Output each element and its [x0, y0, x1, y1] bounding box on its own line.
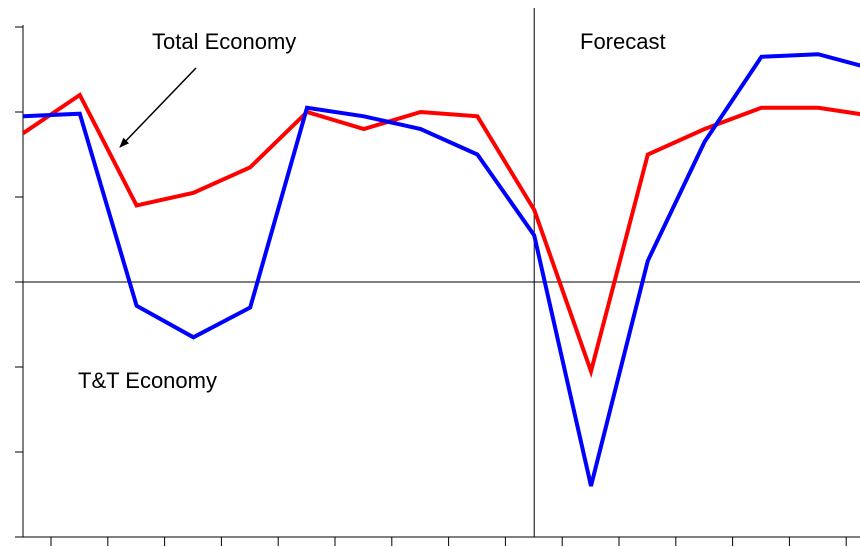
series-line-t-t-economy	[22, 52, 860, 487]
total-economy-label: Total Economy	[152, 29, 296, 54]
tt-economy-label: T&T Economy	[78, 368, 217, 393]
total-economy-arrow	[119, 67, 197, 148]
annotations: Total Economy Forecast T&T Economy	[78, 29, 666, 393]
series-line-total-economy	[21, 92, 860, 379]
forecast-label: Forecast	[580, 29, 666, 54]
series-layer	[21, 52, 860, 487]
axes	[15, 8, 860, 546]
